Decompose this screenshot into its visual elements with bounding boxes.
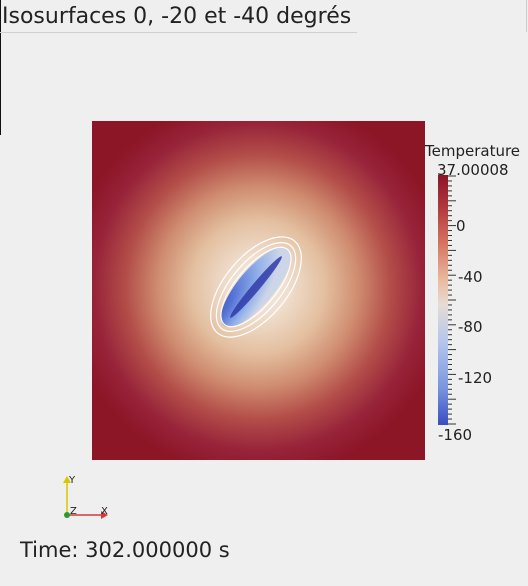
isoline-0 bbox=[210, 236, 302, 338]
isoline-minus-40 bbox=[220, 246, 292, 328]
isoline-minus-20 bbox=[215, 242, 297, 332]
y-axis-arrow bbox=[63, 476, 71, 483]
colorbar[interactable] bbox=[436, 175, 458, 427]
temperature-field[interactable] bbox=[92, 121, 425, 460]
temperature-field-render bbox=[92, 121, 425, 460]
title-border bbox=[526, 0, 527, 32]
colorbar-ticks bbox=[448, 175, 456, 425]
core-streak bbox=[230, 256, 282, 318]
viewport-border bbox=[0, 0, 1, 135]
orientation-axes: Y Z X bbox=[63, 475, 108, 519]
colorbar-tick-label: 0 bbox=[456, 217, 466, 235]
colorbar-gradient bbox=[438, 175, 448, 425]
x-axis-label: X bbox=[101, 506, 108, 517]
colorbar-tick-label: -80 bbox=[458, 318, 483, 336]
time-label: Time: 302.000000 s bbox=[20, 538, 230, 562]
y-axis-label: Y bbox=[68, 475, 76, 486]
z-axis-label: Z bbox=[70, 506, 77, 517]
colorbar-tick-label: -40 bbox=[458, 268, 483, 286]
colorbar-tick-label: -120 bbox=[458, 369, 493, 387]
plot-title: Isosurfaces 0, -20 et -40 degrés bbox=[2, 4, 352, 29]
x-axis-arrow bbox=[101, 511, 108, 519]
colorbar-max-label: 37.00008 bbox=[437, 161, 509, 179]
z-axis-dot bbox=[64, 512, 70, 518]
colorbar-title: Temperature bbox=[425, 142, 521, 160]
title-divider bbox=[0, 32, 357, 33]
colorbar-min-label: -160 bbox=[438, 426, 473, 444]
